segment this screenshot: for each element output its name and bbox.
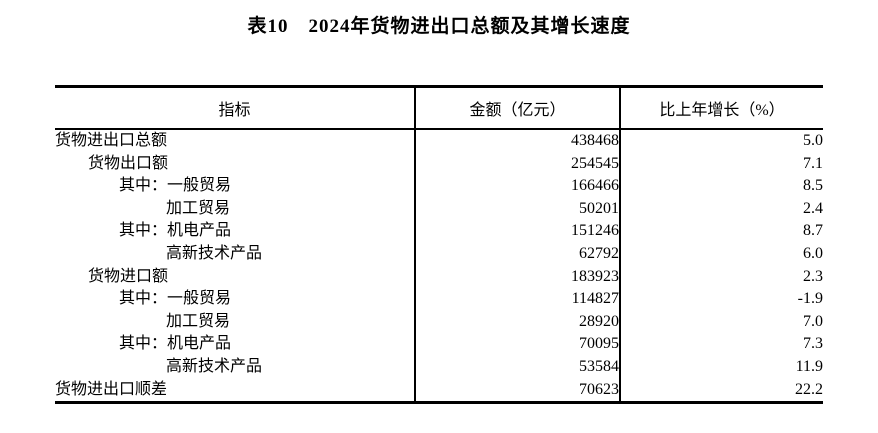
indicator-cell: 货物出口额 — [88, 154, 169, 172]
growth-cell: 7.0 — [619, 310, 823, 334]
indicator-cell: 货物进出口顺差 — [55, 380, 168, 398]
amount-cell: 50201 — [414, 197, 620, 221]
indicator-cell: 高新技术产品 — [166, 358, 263, 376]
amount-cell: 254545 — [414, 152, 620, 175]
indicator-cell: 加工贸易 — [166, 199, 231, 217]
table-header: 指标 金额（亿元） 比上年增长（%） — [55, 86, 823, 130]
growth-cell: 22.2 — [619, 378, 823, 403]
column-header-indicator: 指标 — [55, 86, 415, 130]
header-row: 指标 金额（亿元） 比上年增长（%） — [55, 86, 823, 130]
growth-cell: 2.4 — [619, 197, 823, 221]
indicator-cell: 货物进出口总额 — [55, 132, 168, 150]
growth-cell: 5.0 — [619, 128, 823, 153]
growth-cell: 2.3 — [619, 265, 823, 288]
indicator-cell: 高新技术产品 — [166, 245, 263, 263]
amount-cell: 151246 — [414, 220, 620, 243]
table-row: 其中：机电产品 70095 7.3 — [55, 333, 823, 356]
growth-cell: 7.1 — [619, 152, 823, 175]
table-row: 其中：一般贸易 114827 -1.9 — [55, 287, 823, 311]
amount-cell: 183923 — [414, 265, 620, 288]
table-row: 其中：一般贸易 166466 8.5 — [55, 174, 823, 198]
table-row: 货物出口额 254545 7.1 — [55, 152, 823, 175]
indicator-cell: 货物进口额 — [88, 267, 169, 285]
table-row: 加工贸易 50201 2.4 — [55, 197, 823, 221]
column-header-growth: 比上年增长（%） — [619, 86, 823, 130]
growth-cell: 8.7 — [619, 220, 823, 243]
amount-cell: 62792 — [414, 242, 620, 266]
growth-cell: 8.5 — [619, 174, 823, 198]
table-row: 高新技术产品 53584 11.9 — [55, 355, 823, 379]
indicator-cell: 其中：一般贸易 — [119, 177, 232, 195]
indicator-cell: 其中：机电产品 — [119, 335, 232, 353]
statistics-table: 指标 金额（亿元） 比上年增长（%） 货物进出口总额 438468 5.0 货物出口额… — [55, 84, 823, 404]
indicator-cell: 加工贸易 — [166, 312, 231, 330]
amount-cell: 114827 — [414, 287, 620, 311]
amount-cell: 70095 — [414, 333, 620, 356]
amount-cell: 53584 — [414, 355, 620, 379]
growth-cell: 11.9 — [619, 355, 823, 379]
table-title: 表10 2024年货物进出口总额及其增长速度 — [247, 16, 631, 37]
table-row: 高新技术产品 62792 6.0 — [55, 242, 823, 266]
indicator-cell: 其中：一般贸易 — [119, 290, 232, 308]
table-body: 货物进出口总额 438468 5.0 货物出口额 254545 7.1 其中：一般贸易 166… — [55, 128, 823, 403]
growth-cell: -1.9 — [619, 287, 823, 311]
table-row: 货物进出口总额 438468 5.0 — [55, 128, 823, 153]
amount-cell: 28920 — [414, 310, 620, 334]
growth-cell: 7.3 — [619, 333, 823, 356]
column-header-amount: 金额（亿元） — [414, 86, 620, 130]
table-row: 货物进口额 183923 2.3 — [55, 265, 823, 288]
amount-cell: 166466 — [414, 174, 620, 198]
growth-cell: 6.0 — [619, 242, 823, 266]
table-row: 货物进出口顺差 70623 22.2 — [55, 378, 823, 403]
amount-cell: 70623 — [414, 378, 620, 403]
table-row: 加工贸易 28920 7.0 — [55, 310, 823, 334]
indicator-cell: 其中：机电产品 — [119, 222, 232, 240]
table-row: 其中：机电产品 151246 8.7 — [55, 220, 823, 243]
amount-cell: 438468 — [414, 128, 620, 153]
